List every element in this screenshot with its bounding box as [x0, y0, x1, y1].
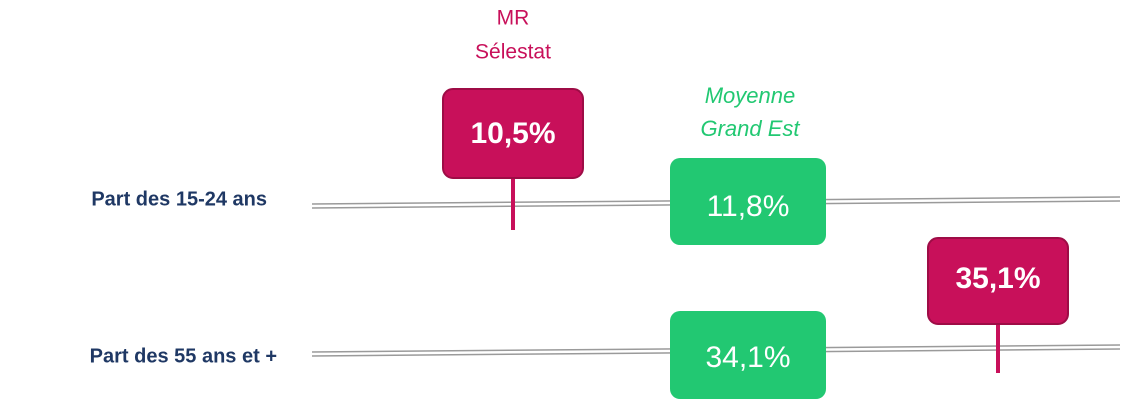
local-label: MR: [497, 7, 530, 30]
local-value: 10,5%: [470, 117, 555, 150]
average-label: Moyenne: [705, 83, 796, 108]
average-value: 34,1%: [705, 341, 790, 374]
average-box: [670, 311, 826, 399]
row-label: Part des 15-24 ans: [91, 188, 267, 210]
local-label: Sélestat: [475, 41, 551, 64]
local-value: 35,1%: [955, 262, 1040, 295]
average-value: 11,8%: [707, 190, 790, 223]
average-label: Grand Est: [700, 116, 800, 141]
local-box: [442, 88, 584, 179]
local-box: [927, 237, 1069, 325]
row-label: Part des 55 ans et +: [90, 345, 277, 367]
average-box: [670, 158, 826, 245]
